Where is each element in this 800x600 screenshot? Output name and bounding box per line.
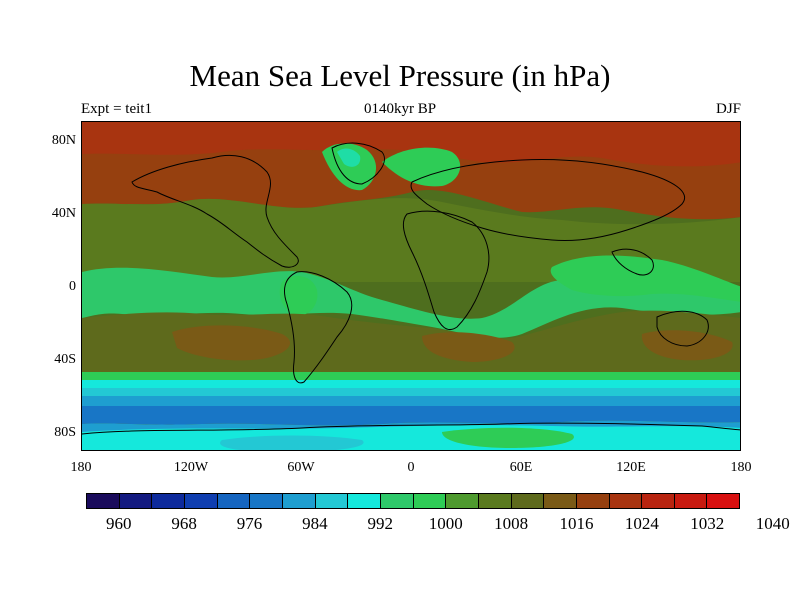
colorbar-label: 968: [171, 514, 197, 533]
lat-tick-40s: 40S: [54, 352, 76, 367]
lat-tick-40n: 40N: [51, 206, 76, 221]
colorbar-label: 992: [367, 514, 394, 533]
colorbar-swatch: [348, 494, 381, 508]
colorbar-label: 1032: [690, 514, 725, 533]
experiment-label: Expt = teit1: [81, 101, 152, 117]
lat-tick-80n: 80N: [51, 133, 76, 148]
colorbar: [86, 493, 740, 509]
pressure-map: [81, 121, 741, 451]
colorbar-swatch: [478, 494, 512, 508]
colorbar-swatch: [87, 494, 120, 508]
season-label: DJF: [715, 101, 741, 117]
pressure-map-graphic: [82, 122, 740, 450]
colorbar-swatch: [250, 494, 283, 508]
colorbar-swatch: [380, 494, 414, 508]
colorbar-swatch: [282, 494, 316, 508]
colorbar-label: 1016: [559, 514, 594, 533]
colorbar-label: 1008: [494, 514, 529, 533]
colorbar-swatch: [609, 494, 643, 508]
colorbar-swatch: [413, 494, 447, 508]
colorbar-swatch: [674, 494, 708, 508]
colorbar-swatch: [119, 494, 153, 508]
colorbar-swatch: [152, 494, 185, 508]
lon-tick-180e: 180: [730, 460, 752, 475]
colorbar-swatch: [576, 494, 610, 508]
lat-tick-80s: 80S: [54, 425, 76, 440]
colorbar-swatch: [217, 494, 251, 508]
lon-tick-120w: 120W: [173, 460, 209, 475]
colorbar-label: 1000: [428, 514, 463, 533]
lon-tick-120e: 120E: [616, 460, 646, 475]
colorbar-label: 1040: [755, 514, 790, 533]
map-title: Mean Sea Level Pressure (in hPa): [189, 58, 611, 93]
colorbar-swatch: [707, 494, 740, 508]
lon-tick-180w: 180: [70, 460, 92, 475]
lon-tick-60e: 60E: [509, 460, 533, 475]
colorbar-swatch: [446, 494, 479, 508]
colorbar-swatch: [544, 494, 577, 508]
colorbar-label: 976: [236, 514, 263, 533]
colorbar-swatch: [315, 494, 349, 508]
colorbar-swatch: [184, 494, 218, 508]
lon-tick-0: 0: [407, 460, 415, 475]
lat-tick-0: 0: [69, 279, 76, 294]
lon-tick-60w: 60W: [287, 460, 315, 475]
colorbar-label: 960: [105, 514, 132, 533]
colorbar-swatch: [511, 494, 545, 508]
colorbar-label: 984: [302, 514, 328, 533]
time-period-label: 0140kyr BP: [363, 101, 437, 117]
colorbar-label: 1024: [624, 514, 659, 533]
colorbar-swatch: [642, 494, 675, 508]
